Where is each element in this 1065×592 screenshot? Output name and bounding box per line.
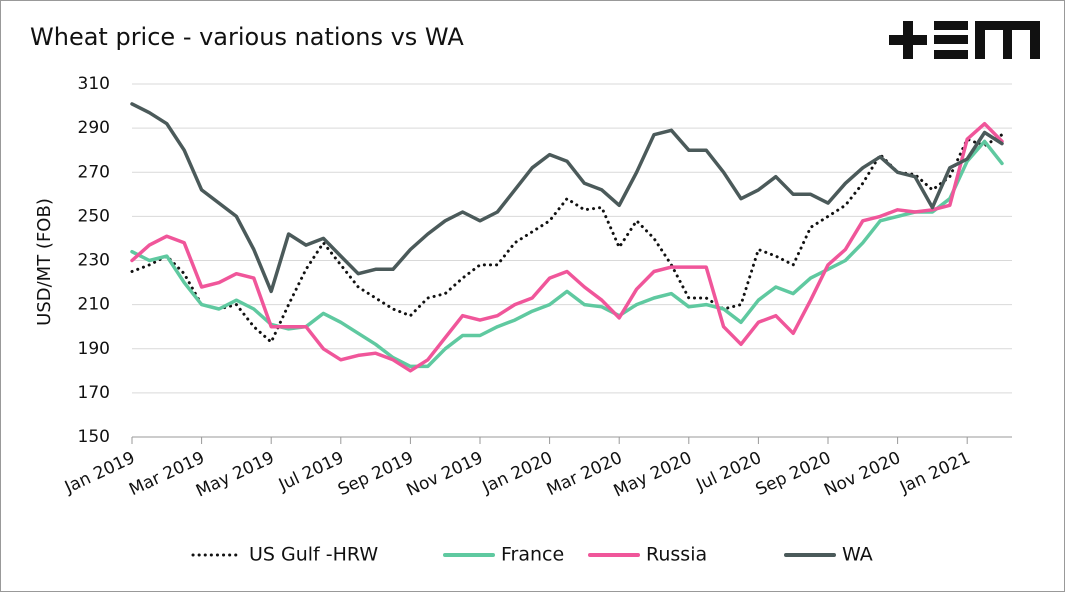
series-line: [130, 121, 1004, 373]
series-line: [130, 102, 1004, 294]
y-tick-label: 150: [78, 427, 110, 447]
y-tick-label: 250: [78, 206, 110, 226]
y-tick-label: 290: [78, 118, 110, 138]
legend-label: France: [501, 544, 564, 566]
y-tick-label: 310: [78, 74, 110, 94]
logo: [889, 21, 1040, 59]
y-tick-label: 190: [78, 339, 110, 359]
y-tick-label: 230: [78, 251, 110, 271]
legend-label: US Gulf -HRW: [249, 544, 378, 566]
chart-title: Wheat price - various nations vs WA: [30, 23, 464, 51]
y-tick-label: 210: [78, 295, 110, 315]
legend-label: WA: [842, 544, 873, 566]
y-tick-label: 170: [78, 383, 110, 403]
series-line: [130, 133, 1004, 344]
y-axis-label: USD/MT (FOB): [34, 198, 55, 326]
y-tick-label: 270: [78, 162, 110, 182]
legend-label: Russia: [646, 544, 707, 566]
